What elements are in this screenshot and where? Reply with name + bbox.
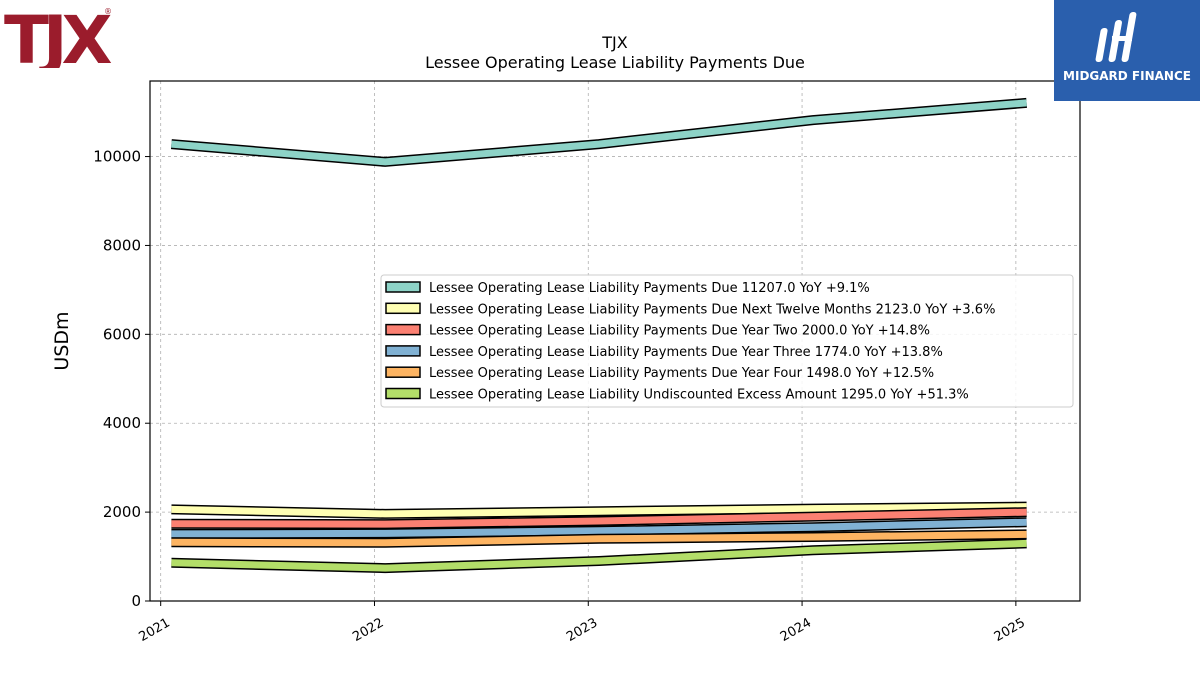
legend-label: Lessee Operating Lease Liability Payment…: [429, 302, 995, 317]
legend-label: Lessee Operating Lease Liability Payment…: [429, 281, 870, 296]
legend-label: Lessee Operating Lease Liability Payment…: [429, 366, 934, 381]
chart-subtitle: Lessee Operating Lease Liability Payment…: [425, 53, 805, 72]
plot-frame: [149, 80, 1081, 602]
x-tick-label: 2022: [350, 615, 386, 645]
x-tick-label: 2025: [992, 615, 1028, 645]
series-2: [171, 501, 1027, 519]
y-tick-label: 10000: [93, 148, 141, 166]
legend-box: [380, 274, 1074, 408]
series-6: [171, 538, 1027, 574]
legend-label: Lessee Operating Lease Liability Payment…: [429, 324, 930, 339]
tjx-logo: TJX ®: [4, 2, 118, 79]
series-1: [170, 97, 1028, 167]
midgard-logo-text: MIDGARD FINANCE: [1063, 69, 1191, 83]
midgard-logo-icon: [1095, 12, 1137, 62]
legend-label: Lessee Operating Lease Liability Payment…: [429, 345, 943, 360]
series-5: [171, 529, 1027, 548]
tjx-registered-mark: ®: [104, 7, 112, 16]
series-4: [171, 517, 1027, 539]
series-3: [171, 507, 1027, 530]
y-tick-label: 8000: [103, 236, 141, 254]
x-tick-label: 2023: [564, 615, 600, 645]
y-tick-label: 6000: [103, 325, 141, 343]
legend-swatch: [385, 366, 421, 378]
x-tick-label: 2024: [778, 615, 814, 645]
legend-swatch: [385, 387, 421, 400]
series-layer: [170, 97, 1028, 574]
legend-swatch: [385, 302, 421, 315]
y-tick-label: 0: [131, 592, 141, 610]
legend-label: Lessee Operating Lease Liability Undisco…: [429, 388, 969, 403]
midgard-finance-logo: MIDGARD FINANCE: [1054, 0, 1200, 101]
legend: Lessee Operating Lease Liability Payment…: [380, 274, 1074, 408]
y-axis-label: USDm: [51, 311, 73, 370]
x-tick-label: 2021: [137, 615, 173, 645]
chart-title: TJX: [601, 33, 627, 52]
y-tick-label: 2000: [103, 503, 141, 521]
tjx-logo-text: TJX: [4, 2, 112, 68]
y-tick-label: 4000: [103, 414, 141, 432]
legend-swatch: [385, 323, 421, 336]
legend-swatch: [385, 345, 421, 357]
series-line: [171, 99, 1027, 166]
legend-swatch: [385, 281, 421, 293]
